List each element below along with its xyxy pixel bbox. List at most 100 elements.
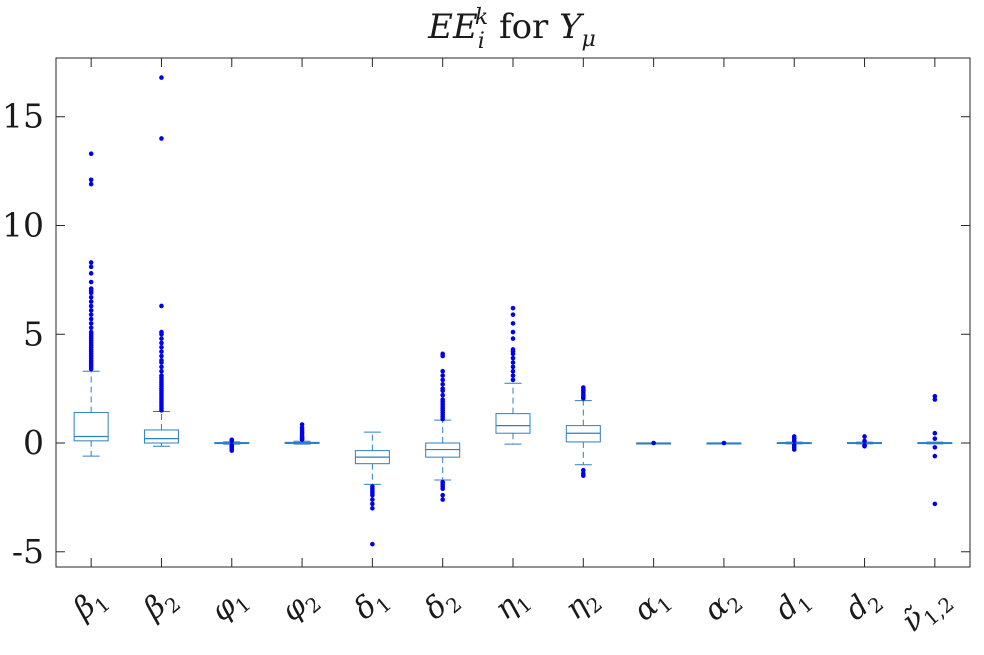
outlier-point <box>440 353 445 359</box>
outlier-point <box>510 360 516 365</box>
outlier-point <box>229 448 235 453</box>
outlier-point <box>510 336 516 341</box>
outlier-point <box>932 393 938 399</box>
outlier-point <box>88 366 94 372</box>
box-5 <box>425 351 461 502</box>
outlier-point <box>159 75 164 80</box>
title-superscript: k <box>475 5 488 30</box>
outlier-point <box>510 355 516 361</box>
outlier-point <box>159 303 164 309</box>
outlier-point <box>370 492 375 498</box>
outlier-point <box>88 308 94 313</box>
iqr-box <box>495 413 531 434</box>
outlier-point <box>88 151 94 157</box>
outlier-point <box>932 436 938 441</box>
outlier-point <box>440 373 445 378</box>
outlier-point <box>299 437 305 443</box>
outlier-point <box>159 408 164 413</box>
y-tick-label: 5 <box>23 314 44 353</box>
outlier-point <box>88 299 94 304</box>
box-7 <box>565 385 601 478</box>
outlier-point <box>932 501 938 507</box>
box-10 <box>776 434 812 452</box>
outlier-point <box>932 397 938 402</box>
outlier-point <box>88 316 94 322</box>
outlier-point <box>651 440 656 446</box>
outlier-point <box>88 279 94 285</box>
outlier-point <box>88 181 94 187</box>
outlier-point <box>510 351 516 357</box>
x-tick-label: α2 <box>697 580 747 631</box>
outlier-point <box>862 438 867 444</box>
outlier-point <box>88 260 94 265</box>
outlier-point <box>88 177 94 183</box>
outlier-point <box>440 416 445 422</box>
outlier-point <box>510 329 516 335</box>
box-11 <box>847 434 883 449</box>
outlier-point <box>510 377 516 383</box>
outlier-point <box>370 497 375 502</box>
title-variable-subscript: μ <box>582 27 596 52</box>
outlier-point <box>862 443 867 449</box>
outlier-point <box>370 501 375 507</box>
x-tick-label: α1 <box>627 580 677 631</box>
box-4 <box>354 431 390 547</box>
outlier-point <box>440 392 445 398</box>
outlier-point <box>88 271 94 276</box>
y-tick-label: 15 <box>2 97 44 136</box>
outlier-point <box>510 368 516 374</box>
outlier-point <box>440 497 445 502</box>
outlier-point <box>440 368 445 374</box>
x-tick-label: δ1 <box>347 580 396 630</box>
outlier-point <box>159 368 164 374</box>
y-tick-label: -5 <box>12 532 44 571</box>
outlier-point <box>88 264 94 270</box>
y-axis: -5 0 5 10 15 <box>2 97 970 571</box>
outlier-point <box>159 364 164 370</box>
outlier-point <box>510 305 516 311</box>
box-0 <box>73 151 109 457</box>
title-subscript: i <box>478 29 485 54</box>
box-1 <box>143 75 179 447</box>
y-tick-label: 10 <box>2 205 44 244</box>
x-tick-label: η2 <box>558 580 607 630</box>
outlier-point <box>791 447 797 452</box>
outlier-point <box>88 290 94 296</box>
x-tick-label: ν̃1,2 <box>895 580 958 642</box>
box-3 <box>284 422 320 445</box>
outlier-point <box>159 336 164 341</box>
outlier-point <box>370 541 375 547</box>
outlier-point <box>440 388 445 394</box>
outlier-point <box>159 345 164 350</box>
outlier-point <box>299 422 305 427</box>
outlier-point <box>88 321 94 326</box>
outlier-point <box>159 360 164 365</box>
outlier-point <box>440 486 445 491</box>
outlier-point <box>791 438 797 444</box>
outlier-point <box>88 294 94 300</box>
outlier-point <box>370 505 375 511</box>
box-12 <box>917 393 953 507</box>
y-tick-label: 0 <box>23 423 44 462</box>
iqr-box <box>73 412 109 442</box>
outlier-point <box>88 325 94 331</box>
outlier-point <box>510 321 516 326</box>
outlier-point <box>581 473 586 478</box>
chart-title: EEik for Yμ <box>427 5 596 54</box>
outlier-point <box>159 331 164 337</box>
outlier-point <box>440 492 445 498</box>
outlier-point <box>440 377 445 383</box>
outlier-point <box>932 430 938 436</box>
x-tick-label: d1 <box>768 580 818 630</box>
iqr-box <box>143 429 179 444</box>
outlier-point <box>721 440 727 446</box>
title-variable: Y <box>559 7 585 47</box>
x-tick-label: δ2 <box>418 580 467 630</box>
box-series <box>73 75 953 547</box>
title-rest: for <box>488 7 559 47</box>
outlier-point <box>88 312 94 317</box>
outlier-point <box>440 381 445 387</box>
outlier-point <box>581 396 586 401</box>
x-tick-label: φ1 <box>205 580 256 632</box>
